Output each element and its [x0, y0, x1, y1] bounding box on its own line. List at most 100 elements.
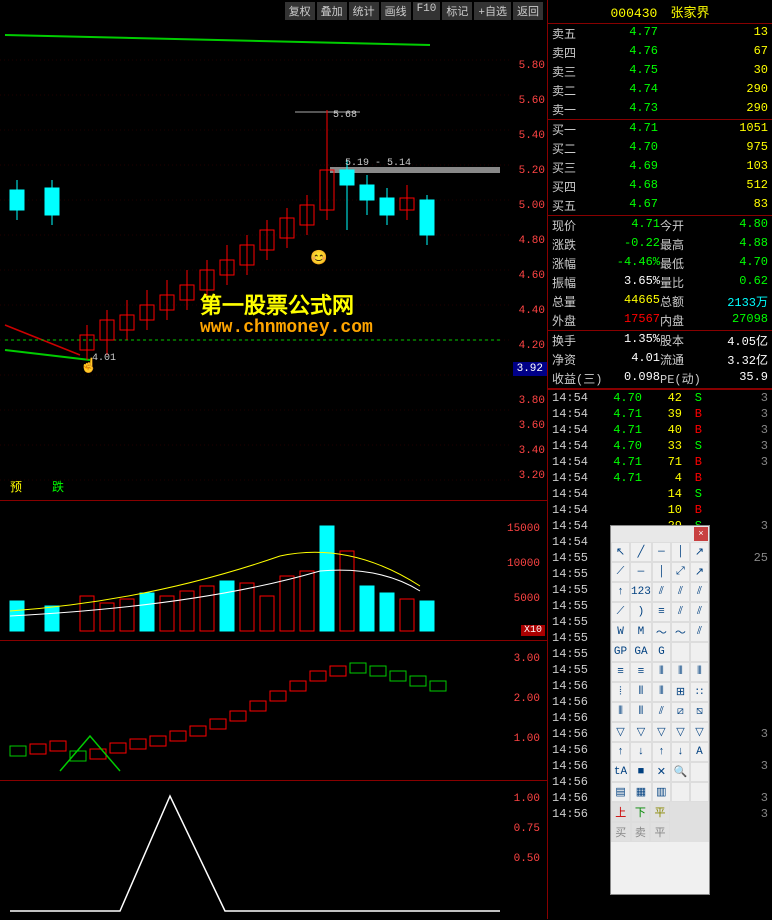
tool-⟋[interactable]: ⟋	[611, 602, 630, 622]
tool-⊞[interactable]: ⊞	[671, 682, 690, 702]
tool-⫽[interactable]: ⫽	[652, 702, 671, 722]
tool-▤[interactable]: ▤	[611, 782, 630, 802]
menu-+自选[interactable]: +自选	[474, 2, 511, 20]
tool-⦀[interactable]: ⦀	[630, 682, 652, 702]
tool-∷[interactable]: ∷	[690, 682, 709, 702]
close-icon[interactable]: ×	[694, 527, 708, 541]
tool-⦀[interactable]: ⦀	[652, 682, 671, 702]
tool-M[interactable]: M	[630, 622, 652, 642]
label-519: 5.19 - 5.14	[345, 158, 411, 169]
tool-✕[interactable]: ✕	[652, 762, 671, 782]
price-tag: 3.92	[513, 362, 547, 376]
drawing-toolbox[interactable]: × ↖╱—│↗⟋—│⤢↗↑123⫽⫽⫽⟋)≡⫽⫽WM〜〜⫽GPGAG≡≡⦀⦀⦀⦙…	[610, 525, 710, 895]
stats-block-1: 现价4.71今开4.80涨跌-0.22最高4.88涨幅-4.46%最低4.70振…	[548, 216, 772, 390]
tool-≡[interactable]: ≡	[611, 662, 630, 682]
volume-panel[interactable]: 15000100005000 X10	[0, 500, 547, 640]
tool-〜[interactable]: 〜	[652, 622, 671, 642]
tool-⤢[interactable]: ⤢	[671, 562, 690, 582]
tool-[interactable]	[671, 782, 690, 802]
tool-⫽[interactable]: ⫽	[671, 582, 690, 602]
tool-⦙[interactable]: ⦙	[611, 682, 630, 702]
tool-A[interactable]: A	[690, 742, 709, 762]
tool-[interactable]	[690, 762, 709, 782]
menu-叠加[interactable]: 叠加	[317, 2, 347, 20]
tool-▥[interactable]: ▥	[652, 782, 671, 802]
toolbox-bottom: 上下平买卖平	[611, 802, 709, 842]
tool-[interactable]	[690, 782, 709, 802]
menu-标记[interactable]: 标记	[442, 2, 472, 20]
pre-label: 预	[10, 478, 22, 495]
watermark-url: www.chnmoney.com	[200, 318, 373, 338]
tool-[interactable]	[671, 642, 690, 662]
stock-header: 000430 张家界	[548, 0, 772, 24]
tool-▽[interactable]: ▽	[611, 722, 630, 742]
tool-↑[interactable]: ↑	[652, 742, 671, 762]
watermark-title: 第一股票公式网	[200, 288, 354, 320]
tool-[interactable]	[690, 642, 709, 662]
tool-—[interactable]: —	[652, 542, 671, 562]
tool-⫽[interactable]: ⫽	[690, 622, 709, 642]
tool-↓[interactable]: ↓	[630, 742, 652, 762]
ind2-svg: 1.00 0.75 0.50	[0, 781, 548, 920]
menu-F10[interactable]: F10	[413, 2, 441, 20]
svg-text:1.00: 1.00	[514, 733, 540, 745]
svg-text:10000: 10000	[507, 558, 540, 570]
tool-▽[interactable]: ▽	[671, 722, 690, 742]
menu-返回[interactable]: 返回	[513, 2, 543, 20]
tool-≡[interactable]: ≡	[630, 662, 652, 682]
tool-▽[interactable]: ▽	[652, 722, 671, 742]
tool-▽[interactable]: ▽	[690, 722, 709, 742]
toolbox-header[interactable]: ×	[611, 526, 709, 542]
svg-text:5000: 5000	[514, 593, 540, 605]
hand-cursor-icon: ☝	[80, 358, 97, 375]
tool-↓[interactable]: ↓	[671, 742, 690, 762]
vol-svg: 15000100005000	[0, 501, 548, 641]
stock-name: 张家界	[671, 6, 710, 21]
tool-⦀[interactable]: ⦀	[690, 662, 709, 682]
menu-统计[interactable]: 统计	[349, 2, 379, 20]
tool-⟋[interactable]: ⟋	[611, 562, 630, 582]
tool-│[interactable]: │	[652, 562, 671, 582]
indicator-panel[interactable]: 3.002.001.00	[0, 640, 547, 780]
menu-画线[interactable]: 画线	[381, 2, 411, 20]
tool-)[interactable]: )	[630, 602, 652, 622]
tool-⦀[interactable]: ⦀	[630, 702, 652, 722]
tool-G[interactable]: G	[652, 642, 671, 662]
tool-GP[interactable]: GP	[611, 642, 630, 662]
tool-GA[interactable]: GA	[630, 642, 652, 662]
tool-↖[interactable]: ↖	[611, 542, 630, 562]
tool-⫽[interactable]: ⫽	[671, 602, 690, 622]
tool-⫽[interactable]: ⫽	[690, 602, 709, 622]
tool-123[interactable]: 123	[630, 582, 652, 602]
tool-W[interactable]: W	[611, 622, 630, 642]
tool-tA[interactable]: tA	[611, 762, 630, 782]
menu-复权[interactable]: 复权	[285, 2, 315, 20]
die-label: 跌	[52, 478, 64, 495]
tool-〜[interactable]: 〜	[671, 622, 690, 642]
svg-text:0.50: 0.50	[514, 853, 540, 865]
tool-↗[interactable]: ↗	[690, 542, 709, 562]
tool-▦[interactable]: ▦	[630, 782, 652, 802]
svg-text:0.75: 0.75	[514, 823, 540, 835]
tool-⧅[interactable]: ⧅	[690, 702, 709, 722]
tool-⦀[interactable]: ⦀	[671, 662, 690, 682]
tool-⦀[interactable]: ⦀	[611, 702, 630, 722]
indicator2-panel[interactable]: 1.00 0.75 0.50	[0, 780, 547, 919]
tool-↑[interactable]: ↑	[611, 582, 630, 602]
tool-│[interactable]: │	[671, 542, 690, 562]
tool-—[interactable]: —	[630, 562, 652, 582]
svg-text:1.00: 1.00	[514, 793, 540, 805]
buy-orders: 买一4.711051买二4.70975买三4.69103买四4.68512买五4…	[548, 120, 772, 216]
tool-▽[interactable]: ▽	[630, 722, 652, 742]
tool-↗[interactable]: ↗	[690, 562, 709, 582]
tool-⦀[interactable]: ⦀	[652, 662, 671, 682]
tool-╱[interactable]: ╱	[630, 542, 652, 562]
tool-⫽[interactable]: ⫽	[652, 582, 671, 602]
tool-🔍[interactable]: 🔍	[671, 762, 690, 782]
tool-⧄[interactable]: ⧄	[671, 702, 690, 722]
tool-↑[interactable]: ↑	[611, 742, 630, 762]
tool-⫽[interactable]: ⫽	[690, 582, 709, 602]
tool-■[interactable]: ■	[630, 762, 652, 782]
tool-≡[interactable]: ≡	[652, 602, 671, 622]
main-chart[interactable]: 5.805.605.405.205.004.804.604.404.203.80…	[0, 20, 547, 500]
